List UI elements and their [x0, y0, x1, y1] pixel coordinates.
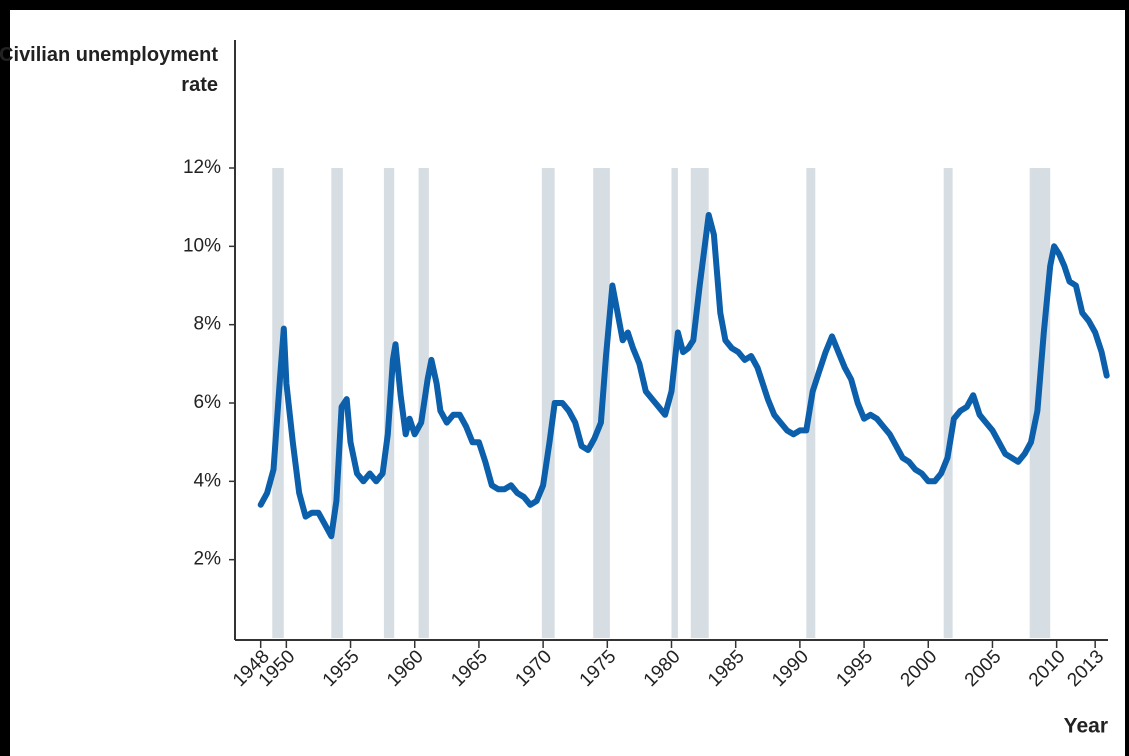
x-tick-label: 1980 — [640, 646, 685, 691]
x-axis-title: Year — [1064, 715, 1108, 738]
x-tick-label: 2010 — [1025, 646, 1070, 691]
x-tick-label: 2005 — [961, 646, 1006, 691]
y-tick-label: 10% — [183, 235, 221, 256]
x-tick-label: 1995 — [832, 646, 877, 691]
y-tick-label: 4% — [194, 470, 222, 491]
y-tick-label: 2% — [194, 549, 222, 570]
x-tick-label: 1975 — [576, 646, 621, 691]
recession-band — [671, 168, 678, 638]
x-tick-label: 1990 — [768, 646, 813, 691]
y-tick-label: 12% — [183, 157, 221, 178]
y-tick-label: 8% — [194, 314, 222, 335]
y-tick-label: 6% — [194, 392, 222, 413]
recession-band — [541, 168, 555, 638]
recession-band — [943, 168, 953, 638]
x-tick-label: 1985 — [704, 646, 749, 691]
x-tick-label: 2013 — [1063, 646, 1108, 691]
x-tick-label: 1960 — [383, 646, 428, 691]
x-tick-label: 1970 — [511, 646, 556, 691]
unemployment-line — [257, 212, 1110, 540]
x-tick-label: 1965 — [447, 646, 492, 691]
recession-band — [331, 168, 343, 638]
y-axis-title: Civilian unemployment rate — [0, 44, 218, 96]
frame: Civilian unemployment rate — [0, 10, 1125, 756]
x-tick-label: 2000 — [897, 646, 942, 691]
x-tick-label: 1955 — [319, 646, 364, 691]
recession-band — [690, 168, 709, 638]
